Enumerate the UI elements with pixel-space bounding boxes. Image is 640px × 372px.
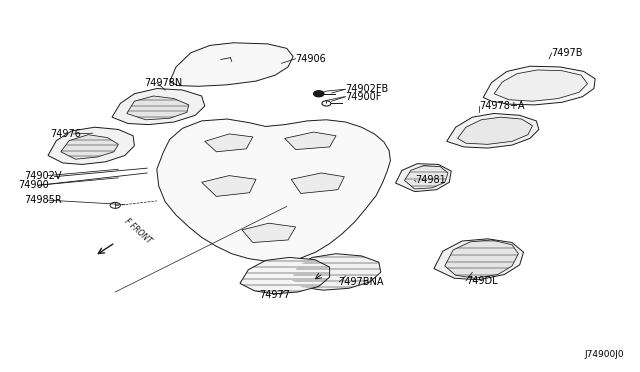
Text: 74902FB: 74902FB	[346, 84, 389, 94]
Polygon shape	[202, 176, 256, 196]
Polygon shape	[205, 134, 253, 152]
Circle shape	[322, 101, 331, 106]
Polygon shape	[48, 127, 134, 164]
Polygon shape	[291, 173, 344, 193]
Text: 74900: 74900	[18, 180, 49, 190]
Text: 74978N: 74978N	[144, 78, 182, 87]
Text: 749DL: 749DL	[466, 276, 497, 286]
Polygon shape	[447, 113, 539, 148]
Polygon shape	[483, 66, 595, 105]
Polygon shape	[127, 96, 189, 120]
Polygon shape	[61, 135, 118, 159]
Text: 74978+A: 74978+A	[479, 101, 524, 111]
Polygon shape	[434, 239, 524, 280]
Text: 7497BNA: 7497BNA	[338, 277, 383, 287]
Text: 74985R: 74985R	[24, 195, 62, 205]
Text: 74906: 74906	[296, 54, 326, 64]
Polygon shape	[112, 89, 205, 125]
Polygon shape	[458, 117, 532, 144]
Polygon shape	[240, 257, 330, 294]
Circle shape	[110, 202, 120, 208]
Polygon shape	[494, 70, 588, 101]
Text: 7497B: 7497B	[552, 48, 583, 58]
Polygon shape	[170, 43, 293, 86]
Polygon shape	[291, 254, 381, 290]
Polygon shape	[396, 164, 451, 192]
Polygon shape	[404, 166, 448, 189]
Polygon shape	[445, 240, 518, 278]
Text: J74900J0: J74900J0	[584, 350, 624, 359]
Text: 74900F: 74900F	[346, 92, 382, 102]
Polygon shape	[242, 223, 296, 243]
Text: 74981: 74981	[415, 176, 445, 185]
Text: 74977: 74977	[259, 290, 290, 299]
Text: F FRONT: F FRONT	[123, 217, 153, 246]
Circle shape	[314, 91, 324, 97]
Text: 74902V: 74902V	[24, 171, 62, 180]
Polygon shape	[157, 119, 390, 261]
Text: 74976: 74976	[50, 129, 81, 139]
Polygon shape	[285, 132, 336, 150]
